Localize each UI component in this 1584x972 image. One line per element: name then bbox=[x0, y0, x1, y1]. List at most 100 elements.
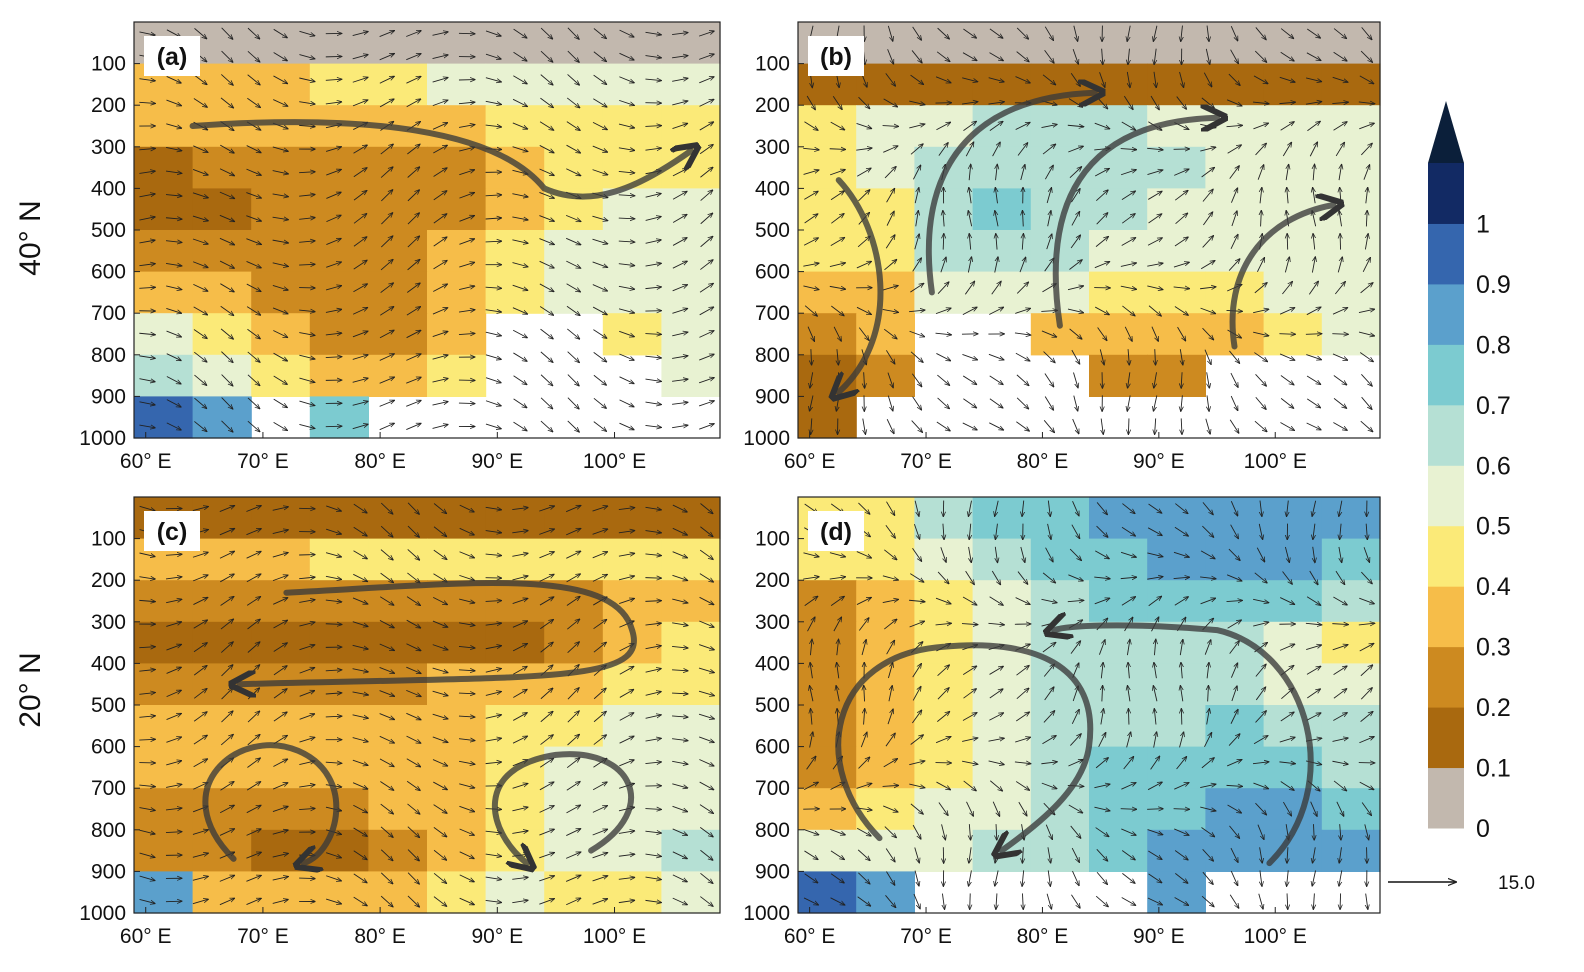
wind-vector bbox=[995, 211, 999, 227]
wind-vector bbox=[1097, 327, 1107, 340]
wind-vector bbox=[1069, 328, 1082, 339]
wind-vector bbox=[192, 261, 208, 268]
y-tick-label: 400 bbox=[755, 652, 790, 675]
heatmap-cell bbox=[134, 271, 194, 314]
heatmap-cell bbox=[602, 663, 662, 706]
wind-vector bbox=[911, 373, 921, 387]
y-tick-label: 1000 bbox=[743, 902, 790, 925]
heatmap-cell bbox=[544, 497, 604, 540]
wind-vector bbox=[1280, 422, 1294, 431]
reference-vector-label: 15.0 bbox=[1498, 873, 1535, 894]
wind-vector bbox=[166, 353, 181, 361]
wind-vector bbox=[567, 397, 579, 409]
wind-vector bbox=[1230, 870, 1238, 886]
heatmap-cell bbox=[856, 63, 915, 106]
y-tick-label: 600 bbox=[91, 736, 126, 759]
wind-vector bbox=[619, 99, 634, 105]
y-tick-label: 200 bbox=[755, 569, 790, 592]
heatmap-cell bbox=[134, 788, 194, 831]
wind-vector bbox=[1147, 148, 1163, 150]
heatmap-cell bbox=[134, 705, 194, 748]
wind-vector bbox=[1094, 168, 1109, 177]
wind-vector bbox=[967, 257, 971, 273]
wind-vector bbox=[566, 97, 580, 108]
wind-vector bbox=[1044, 49, 1054, 63]
wind-vector bbox=[1016, 421, 1029, 431]
wind-vector bbox=[1095, 190, 1108, 202]
heatmap-cell bbox=[1321, 746, 1381, 789]
wind-vector bbox=[672, 101, 687, 106]
wind-vector bbox=[1280, 28, 1294, 39]
wind-vector bbox=[936, 421, 950, 431]
wind-vector bbox=[1254, 352, 1267, 362]
colorbar-label: 0.4 bbox=[1476, 573, 1511, 601]
heatmap-cell bbox=[134, 580, 194, 623]
wind-vector bbox=[672, 308, 687, 314]
wind-vector bbox=[165, 263, 182, 266]
wind-vector bbox=[432, 308, 448, 315]
wind-vector bbox=[326, 262, 341, 268]
wind-vector bbox=[803, 148, 819, 150]
panel-label: (a) bbox=[157, 43, 188, 71]
wind-vector bbox=[1359, 75, 1374, 84]
wind-vector bbox=[1253, 75, 1268, 84]
wind-vector bbox=[1360, 420, 1373, 432]
heatmap-cell bbox=[1147, 271, 1206, 314]
wind-vector bbox=[1121, 897, 1136, 906]
heatmap-cell bbox=[856, 146, 915, 189]
wind-vector bbox=[1120, 809, 1137, 810]
wind-vector bbox=[513, 28, 527, 38]
wind-vector bbox=[1127, 25, 1131, 42]
wind-vector bbox=[989, 28, 1003, 38]
wind-vector bbox=[1363, 165, 1370, 180]
wind-vector bbox=[165, 241, 182, 243]
wind-vector bbox=[645, 263, 662, 266]
wind-vector bbox=[139, 356, 155, 358]
wind-vector bbox=[220, 144, 234, 153]
wind-vector bbox=[592, 121, 607, 129]
wind-vector bbox=[540, 27, 553, 39]
colorbar: 0 0.1 0.2 0.3 0.4 0.5 0.6 0.7 0.8 0.9 1 bbox=[1428, 101, 1511, 843]
y-tick-label: 700 bbox=[91, 302, 126, 325]
wind-vector bbox=[1101, 418, 1103, 435]
wind-vector bbox=[325, 286, 341, 291]
wind-vector bbox=[1205, 418, 1210, 434]
heatmap-cell bbox=[427, 354, 487, 397]
wind-vector bbox=[325, 309, 342, 313]
wind-vector bbox=[1279, 308, 1295, 315]
wind-vector bbox=[407, 259, 420, 271]
wind-vector bbox=[325, 102, 342, 104]
wind-vector bbox=[246, 283, 261, 291]
y-tick-label: 700 bbox=[755, 302, 790, 325]
wind-vector bbox=[485, 354, 501, 359]
wind-vector bbox=[246, 306, 261, 316]
heatmap-cell bbox=[368, 788, 428, 831]
colorbar-label: 0.1 bbox=[1476, 755, 1511, 783]
wind-vector bbox=[380, 144, 394, 155]
heatmap-cell bbox=[661, 22, 721, 65]
x-tick-label: 70° E bbox=[900, 925, 952, 948]
heatmap-cell bbox=[1321, 663, 1381, 706]
y-tick-label: 700 bbox=[755, 777, 790, 800]
wind-vector bbox=[672, 356, 688, 359]
wind-vector bbox=[1016, 374, 1029, 386]
wind-vector bbox=[1176, 96, 1187, 110]
heatmap-cell bbox=[798, 621, 857, 664]
wind-vector bbox=[672, 332, 688, 337]
wind-vector bbox=[432, 331, 448, 338]
wind-vector bbox=[485, 53, 501, 59]
wind-vector bbox=[1253, 331, 1269, 336]
wind-vector bbox=[989, 307, 1003, 315]
x-tick-label: 70° E bbox=[237, 925, 289, 948]
x-tick-label: 60° E bbox=[120, 925, 172, 948]
wind-vector bbox=[432, 123, 448, 130]
heatmap-cell bbox=[856, 705, 915, 748]
wind-vector bbox=[811, 349, 812, 365]
wind-vector bbox=[645, 287, 661, 289]
wind-vector bbox=[618, 148, 635, 151]
heatmap-cell bbox=[1089, 188, 1148, 231]
wind-vector bbox=[882, 286, 898, 291]
wind-vector bbox=[698, 31, 714, 37]
wind-vector bbox=[406, 400, 421, 407]
